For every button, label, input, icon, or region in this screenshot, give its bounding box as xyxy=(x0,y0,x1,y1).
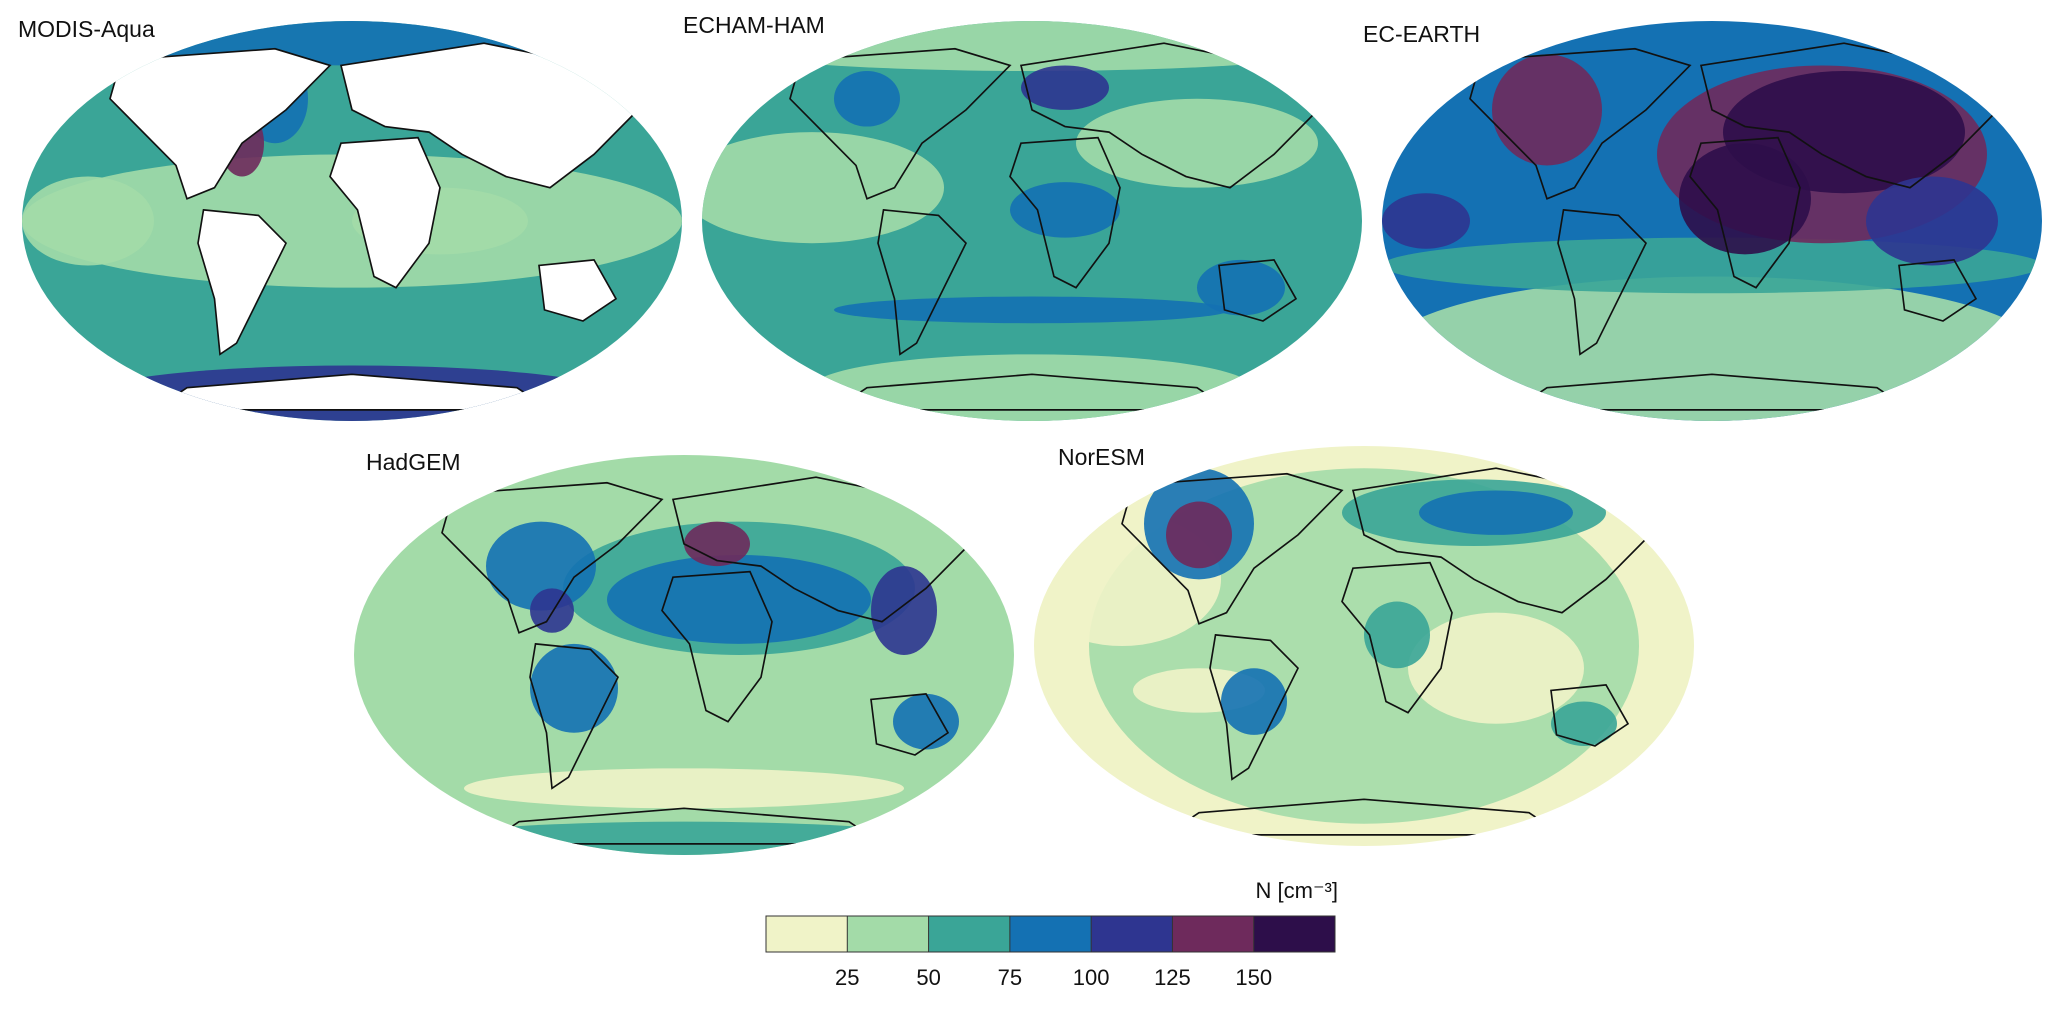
colorbar-label: N [cm⁻³] xyxy=(1256,878,1339,903)
field-region xyxy=(1364,601,1430,669)
panel-title: HadGEM xyxy=(366,449,461,475)
colorbar-tick-label: 150 xyxy=(1235,965,1272,990)
colorbar-frame xyxy=(765,915,1336,953)
map-panel xyxy=(1034,446,1694,846)
field-region xyxy=(1408,612,1584,724)
colorbar-segment xyxy=(1172,916,1254,952)
colorbar-tick-label: 125 xyxy=(1154,965,1191,990)
map-field xyxy=(22,21,682,422)
field-region xyxy=(834,71,900,127)
colorbar-segment xyxy=(1091,916,1173,952)
field-region xyxy=(1021,65,1109,110)
colorbar-tick-label: 25 xyxy=(835,965,859,990)
map-panel xyxy=(1382,21,2043,422)
field-region xyxy=(1382,193,1470,249)
map-field xyxy=(702,21,1363,422)
panel-title: ECHAM-HAM xyxy=(683,12,825,38)
map-panel xyxy=(22,21,682,422)
colorbar-tick-label: 75 xyxy=(998,965,1022,990)
colorbar-tick-label: 50 xyxy=(916,965,940,990)
map-field xyxy=(1034,446,1694,846)
field-region xyxy=(1197,259,1285,316)
field-region xyxy=(871,566,937,655)
map-panel xyxy=(702,21,1363,422)
colorbar-segment xyxy=(1009,916,1092,952)
panel-title: EC-EARTH xyxy=(1363,21,1480,47)
panel-title: NorESM xyxy=(1058,444,1145,470)
map-field xyxy=(354,455,1014,856)
panel-title: MODIS-Aqua xyxy=(18,16,155,42)
field-region xyxy=(530,643,618,733)
colorbar-segment xyxy=(928,916,1010,952)
colorbar-tick-label: 100 xyxy=(1073,965,1110,990)
colorbar-segment xyxy=(847,916,929,952)
field-region xyxy=(1551,701,1617,746)
field-region xyxy=(812,354,1253,422)
field-region xyxy=(1221,668,1287,735)
colorbar-segment xyxy=(766,916,848,952)
field-region xyxy=(1679,143,1811,255)
field-region xyxy=(530,588,574,633)
field-region xyxy=(834,296,1230,324)
field-region xyxy=(1382,237,2042,294)
map-field xyxy=(1382,21,2043,422)
field-region xyxy=(1076,98,1318,188)
field-region xyxy=(1166,501,1232,569)
field-region xyxy=(1419,490,1573,535)
field-region xyxy=(464,768,904,809)
field-region xyxy=(1866,176,1998,266)
colorbar-segment xyxy=(1253,916,1335,952)
field-region xyxy=(1010,182,1120,238)
field-region xyxy=(607,555,871,644)
field-region xyxy=(22,176,154,266)
field-region xyxy=(77,21,628,66)
field-region xyxy=(702,132,945,244)
field-region xyxy=(486,521,596,611)
map-panel xyxy=(354,455,1014,856)
field-region xyxy=(1382,276,2043,422)
field-region xyxy=(1492,54,1602,166)
field-region xyxy=(893,693,959,750)
field-region xyxy=(684,521,750,567)
